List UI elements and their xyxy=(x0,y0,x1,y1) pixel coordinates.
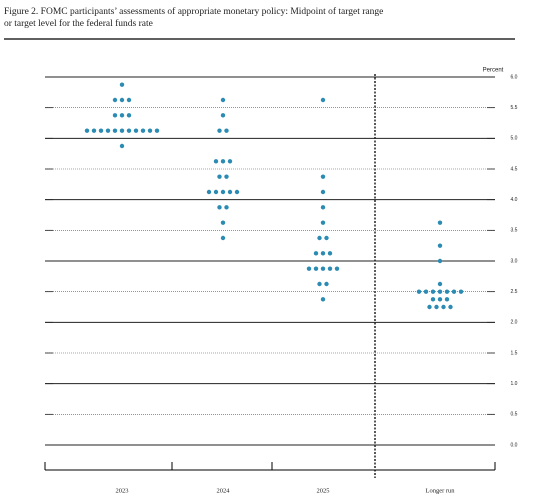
dot xyxy=(327,266,333,271)
dot xyxy=(220,189,226,195)
dot xyxy=(220,159,226,164)
dot xyxy=(437,258,443,264)
dot xyxy=(306,266,312,271)
dot xyxy=(126,97,132,103)
dot xyxy=(444,289,450,294)
dot xyxy=(313,251,319,256)
dot xyxy=(213,159,219,164)
dot xyxy=(313,266,319,271)
dot xyxy=(105,128,111,133)
x-tick-label: Longer run xyxy=(425,487,455,494)
y-tick-label: 2.0 xyxy=(511,320,518,326)
dot xyxy=(444,297,450,302)
x-tick-label: 2025 xyxy=(317,487,330,494)
y-tick-label: 3.0 xyxy=(511,258,518,264)
dot xyxy=(147,128,153,133)
y-tick-label: 4.0 xyxy=(511,197,518,203)
dot xyxy=(458,289,464,294)
dot xyxy=(320,174,326,179)
y-tick-label: 6.0 xyxy=(511,74,518,80)
dot xyxy=(451,289,457,294)
dot xyxy=(320,189,326,195)
dot xyxy=(320,266,326,271)
y-tick-label: 1.0 xyxy=(511,381,518,387)
x-tick-label: 2023 xyxy=(116,487,129,494)
dot xyxy=(133,128,139,133)
dot xyxy=(434,304,439,310)
dot xyxy=(430,297,436,302)
dot xyxy=(206,189,212,195)
dot xyxy=(224,174,229,179)
dot xyxy=(119,143,125,149)
dot xyxy=(227,159,233,164)
dot xyxy=(213,189,219,195)
dot xyxy=(320,97,326,103)
dot xyxy=(224,128,229,133)
dot xyxy=(327,251,333,256)
dot xyxy=(98,128,104,133)
dot xyxy=(154,128,160,133)
dot xyxy=(423,289,429,294)
dot xyxy=(84,128,90,133)
y-tick-label: 4.5 xyxy=(511,166,518,172)
dot xyxy=(119,97,125,103)
dot xyxy=(430,289,436,294)
dot xyxy=(112,113,118,118)
dot xyxy=(220,113,226,118)
dot xyxy=(224,205,229,210)
dot xyxy=(317,235,322,241)
dot xyxy=(119,113,125,118)
y-tick-label: 0.5 xyxy=(511,412,518,418)
dot xyxy=(217,128,222,133)
y-axis-label: Percent xyxy=(483,68,504,74)
dot xyxy=(91,128,97,133)
x-tick-label: 2024 xyxy=(217,487,231,494)
dot xyxy=(220,235,226,241)
dot xyxy=(437,243,443,248)
dot xyxy=(227,189,233,195)
dot xyxy=(126,128,132,133)
y-tick-label: 5.0 xyxy=(511,136,518,142)
dot xyxy=(112,128,118,133)
chart-title: Figure 2. FOMC participants’ assessments… xyxy=(4,6,383,17)
dot xyxy=(441,304,446,310)
dot xyxy=(320,297,326,302)
dot xyxy=(234,189,240,195)
dot xyxy=(320,220,326,225)
dot xyxy=(317,281,322,287)
y-tick-label: 0.0 xyxy=(511,442,518,448)
dot xyxy=(334,266,340,271)
dot xyxy=(320,205,326,210)
dot xyxy=(217,205,222,210)
y-tick-label: 1.5 xyxy=(511,350,518,356)
dot xyxy=(220,220,226,225)
dot xyxy=(324,235,329,241)
dot xyxy=(437,289,443,294)
dot xyxy=(119,128,125,133)
dot xyxy=(437,220,443,225)
dot xyxy=(119,82,125,87)
dot xyxy=(416,289,422,294)
y-tick-label: 2.5 xyxy=(511,289,518,295)
dot xyxy=(217,174,222,179)
dot xyxy=(126,113,132,118)
dot xyxy=(437,297,443,302)
dot xyxy=(140,128,146,133)
dot xyxy=(112,97,118,103)
dot xyxy=(427,304,432,310)
y-tick-label: 3.5 xyxy=(511,228,518,234)
dot xyxy=(220,97,226,103)
dot xyxy=(448,304,453,310)
dot xyxy=(320,251,326,256)
y-tick-label: 5.5 xyxy=(511,105,518,111)
dot xyxy=(324,281,329,287)
chart-subtitle: or target level for the federal funds ra… xyxy=(4,18,153,29)
dot xyxy=(437,281,443,287)
